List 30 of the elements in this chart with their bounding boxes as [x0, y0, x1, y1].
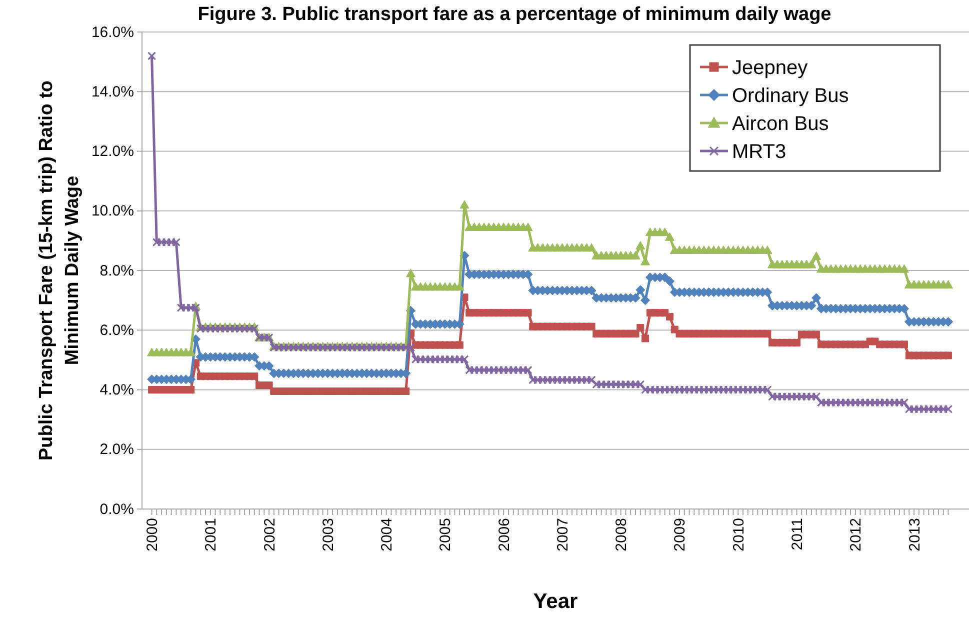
y-tick-label: 10.0%	[91, 202, 134, 220]
y-tick-label: 14.0%	[91, 83, 134, 100]
legend-label: Aircon Bus	[732, 113, 829, 135]
y-tick-label: 6.0%	[100, 322, 134, 339]
y-tick-label: 16.0%	[91, 24, 134, 41]
y-tick-label: 4.0%	[100, 382, 134, 399]
y-tick-label: 2.0%	[100, 441, 134, 458]
legend-label: Jeepney	[732, 57, 808, 79]
y-tick-label: 12.0%	[91, 143, 134, 160]
x-tick-label: 2007	[554, 518, 572, 552]
x-tick-label: 2009	[672, 518, 689, 552]
legend-label: Ordinary Bus	[732, 85, 849, 107]
x-tick-label: 2010	[730, 518, 748, 552]
chart-title: Figure 3. Public transport fare as a percentage of minimum daily wage	[198, 4, 832, 25]
x-tick-label: 2000	[144, 518, 162, 552]
x-tick-label: 2006	[496, 518, 513, 552]
x-tick-label: 2001	[202, 518, 220, 552]
x-tick-label: 2002	[261, 518, 278, 552]
y-tick-label: 8.0%	[100, 262, 134, 280]
x-tick-label: 2013	[906, 518, 924, 552]
y-axis-title: Public Transport Fare (15-km trip) Ratio to Minimum Daily Wage	[36, 80, 83, 461]
x-tick-label: 2008	[613, 518, 630, 552]
x-axis-title: Year	[533, 590, 578, 613]
legend-label: MRT3	[732, 141, 786, 163]
x-tick-label: 2011	[789, 518, 806, 550]
y-tick-label: 0.0%	[100, 500, 134, 518]
x-tick-label: 2012	[848, 518, 865, 552]
x-tick-label: 2004	[378, 518, 396, 552]
x-tick-label: 2005	[437, 518, 454, 552]
x-tick-label: 2003	[320, 518, 337, 552]
